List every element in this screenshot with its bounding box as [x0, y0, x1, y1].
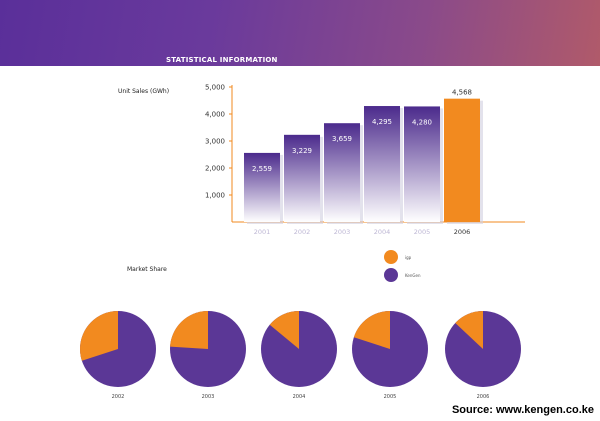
bar-2001: [244, 152, 280, 222]
bar-value-label: 3,659: [332, 135, 352, 143]
x-tick-label: 2003: [334, 228, 351, 236]
bar-2003: [324, 123, 360, 222]
bar-value-label: 4,568: [452, 89, 472, 97]
y-tick-label: 4,000: [205, 111, 225, 119]
bar-value-label: 4,295: [372, 118, 392, 126]
section-title: STATISTICAL INFORMATION: [166, 56, 278, 64]
legend-kengen-swatch: [384, 268, 398, 282]
x-tick-label: 2001: [254, 228, 271, 236]
bar-2005: [404, 106, 440, 222]
x-tick-label: 2004: [374, 228, 391, 236]
pie-year-label: 2005: [384, 394, 397, 400]
y-tick-label: 2,000: [205, 165, 225, 173]
legend-igp-label: igp: [405, 255, 412, 260]
bar-2006: [444, 98, 480, 222]
bar-value-label: 3,229: [292, 147, 312, 155]
pie-year-label: 2006: [477, 394, 490, 400]
x-tick-label: 2006: [454, 228, 471, 236]
pie-2006-igp: [455, 311, 483, 349]
bar-value-label: 2,559: [252, 165, 272, 173]
legend-kengen-label: KenGen: [405, 273, 421, 278]
bar-2002: [284, 134, 320, 222]
bar-value-label: 4,280: [412, 118, 432, 126]
y-tick-label: 1,000: [205, 192, 225, 200]
x-tick-label: 2002: [294, 228, 311, 236]
pie-2004-igp: [269, 311, 299, 349]
y-tick-label: 3,000: [205, 138, 225, 146]
pie-year-label: 2002: [112, 394, 125, 400]
bar-chart-ylabel: Unit Sales (GWh): [118, 88, 170, 95]
unit-sales-bar-chart: 1,000 2,000 3,000 4,000 5,000 2,559 2001 3,229 2…: [205, 84, 525, 236]
pie-year-label: 2004: [293, 394, 306, 400]
market-share-title: Market Share: [127, 266, 167, 273]
pie-year-label: 2003: [202, 394, 215, 400]
pie-2003-igp: [170, 311, 208, 349]
x-tick-label: 2005: [414, 228, 431, 236]
source-credit: Source: www.kengen.co.ke: [451, 404, 594, 416]
pie-2005-igp: [353, 311, 390, 349]
y-tick-label: 5,000: [205, 84, 225, 92]
bar-2004: [364, 106, 400, 222]
pie-2002-igp: [80, 311, 118, 361]
legend-igp-swatch: [384, 250, 398, 264]
header-banner: [0, 0, 600, 66]
